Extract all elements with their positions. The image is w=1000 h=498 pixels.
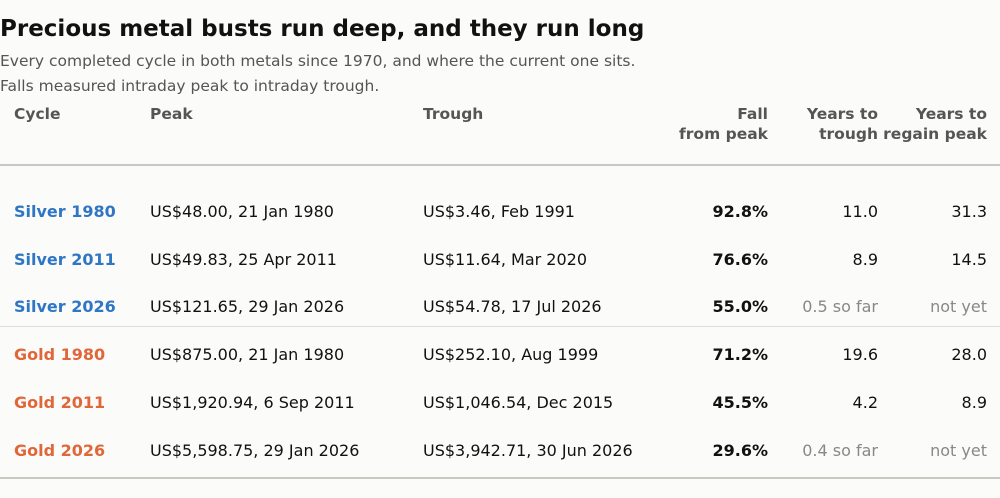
table-cell: US$1,046.54, Dec 2015 [423,392,614,412]
table-cell: 11.0 [842,202,878,221]
table-cell: 4.2 [852,392,878,412]
table-cell: 28.0 [951,345,987,365]
column-header: Years to trough [807,104,878,144]
table-cell: 55.0% [712,297,768,317]
table-cell: 29.6% [712,440,768,460]
table-cell: US$11.64, Mar 2020 [423,249,588,269]
table-cell: 0.5 so far [802,297,878,317]
header-line: Cycle [14,105,61,123]
table-cell: Silver 1980 [14,202,116,221]
table-cell: 8.9 [961,392,987,412]
table-cell: not yet [930,440,987,460]
table-cell: 71.2% [712,345,768,365]
table-cell: US$121.65, 29 Jan 2026 [150,297,345,317]
bottom-rule [0,477,1000,479]
table-cell: 0.4 so far [802,440,878,460]
table-cell: Silver 2026 [14,297,116,317]
table-cell: Silver 2011 [14,249,116,269]
table-cell: Gold 2011 [14,392,106,412]
header-line: trough [819,125,878,143]
header-line: Years to [915,105,987,123]
column-header: Trough [423,104,483,124]
table-cell: US$3,942.71, 30 Jun 2026 [423,440,633,460]
table-cell: Gold 1980 [14,345,106,365]
table-cell: 19.6 [842,345,878,365]
header-line: Fall [737,105,768,123]
header-line: regain peak [883,125,987,143]
group-rule [0,326,1000,327]
subtitle: Falls measured intraday peak to intraday… [0,77,380,95]
table-cell: Gold 2026 [14,440,106,460]
subtitle: Every completed cycle in both metals sin… [0,52,636,70]
table-cell: not yet [930,297,987,317]
column-header: Fall from peak [679,104,768,144]
table-cell: 8.9 [852,249,878,269]
table-cell: 14.5 [951,249,987,269]
table-cell: US$49.83, 25 Apr 2011 [150,249,337,269]
table-cell: US$252.10, Aug 1999 [423,345,599,365]
column-header: Years to regain peak [883,104,987,144]
table-cell: US$54.78, 17 Jul 2026 [423,297,602,317]
header-line: Peak [150,105,193,123]
column-header: Cycle [14,104,61,124]
table-cell: 76.6% [712,249,768,269]
title: Precious metal busts run deep, and they … [0,16,645,42]
table-cell: US$875.00, 21 Jan 1980 [150,345,345,365]
header-line: Trough [423,105,484,123]
table-cell: 92.8% [712,202,768,221]
table-cell: US$5,598.75, 29 Jan 2026 [150,440,360,460]
header-line: Years to [806,105,878,123]
table-cell: 45.5% [712,392,768,412]
column-header: Peak [150,104,193,124]
table-cell: 31.3 [951,202,987,221]
table-cell: US$3.46, Feb 1991 [423,202,575,221]
table-cell: US$1,920.94, 6 Sep 2011 [150,392,355,412]
header-rule [0,164,1000,166]
header-line: from peak [679,125,768,143]
table-cell: US$48.00, 21 Jan 1980 [150,202,334,221]
